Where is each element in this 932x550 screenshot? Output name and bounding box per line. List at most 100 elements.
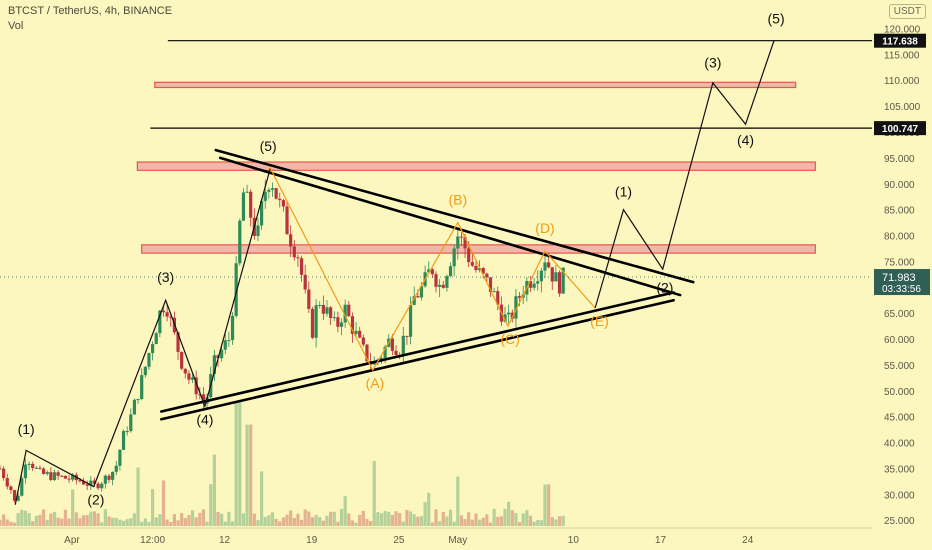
volume-bar-150: [543, 484, 547, 526]
currency-button[interactable]: USDT: [888, 4, 926, 19]
candle-body-16: [56, 472, 60, 476]
candle-body-1: [2, 468, 6, 479]
volume-bar-45: [161, 480, 166, 526]
volume-bar-55: [198, 512, 202, 526]
candle-body-90: [325, 307, 329, 314]
candle-body-54: [194, 377, 198, 395]
volume-bar-108: [390, 515, 394, 526]
x-tick-label-3: 19: [306, 535, 318, 546]
candle-body-149: [539, 270, 543, 282]
symbol-line: BTCST / TetherUS, 4h, BINANCE: [8, 5, 173, 17]
volume-bar-41: [147, 521, 151, 526]
candle-body-3: [9, 486, 13, 491]
candle-body-73: [263, 191, 267, 201]
volume-bar-100: [361, 510, 365, 526]
volume-bar-42: [151, 489, 155, 526]
wave-label-5: (5): [260, 138, 277, 154]
volume-bar-56: [201, 509, 206, 526]
volume-bar-130: [470, 519, 474, 526]
volume-bar-79: [285, 514, 289, 526]
y-tick-label-17: 110.000: [884, 76, 920, 87]
volume-bar-70: [252, 513, 256, 526]
candle-body-5: [16, 495, 20, 501]
volume-bar-14: [49, 513, 53, 526]
volume-bar-20: [71, 489, 75, 526]
x-tick-label-2: 12: [219, 535, 231, 546]
volume-bar-134: [485, 514, 489, 526]
volume-bar-34: [121, 520, 126, 526]
volume-bar-95: [343, 496, 347, 526]
wave-correction-line: [269, 167, 596, 372]
wave-label-8: (C): [500, 331, 519, 347]
candle-body-43: [154, 333, 158, 345]
volume-bar-121: [438, 521, 442, 526]
y-tick-label-8: 65.000: [884, 309, 915, 320]
wave-label-1: (1): [18, 421, 35, 437]
candle-body-134: [485, 273, 489, 278]
x-tick-label-1: 12:00: [140, 535, 165, 546]
volume-bar-28: [100, 522, 104, 526]
time-axis[interactable]: Apr 12:00 12 19 25 May 10 17 24: [0, 527, 872, 546]
volume-bar-69: [249, 424, 253, 526]
candle-body-91: [329, 307, 333, 318]
wave-label-7: (B): [448, 191, 467, 207]
elliott-waves: [14, 40, 775, 505]
candle-body-151: [547, 262, 551, 268]
volume-bar-61: [220, 513, 224, 526]
volume-bar-89: [321, 520, 325, 526]
volume-bar-48: [172, 514, 176, 526]
volume-bar-139: [503, 508, 507, 526]
candle-body-143: [517, 296, 522, 298]
candle-body-84: [303, 274, 307, 290]
candle-body-100: [361, 337, 365, 345]
volume-bar-80: [289, 510, 293, 526]
candle-body-22: [78, 480, 82, 482]
volume-bar-10: [34, 515, 38, 526]
volume-bar-151: [547, 484, 551, 526]
level-price-label-2: 100.747: [882, 124, 919, 135]
candle-body-51: [183, 368, 187, 374]
candle-body-122: [441, 284, 445, 288]
volume-bar-129: [467, 512, 471, 526]
wave-label-12: (2): [656, 279, 673, 295]
volume-bar-36: [129, 518, 133, 526]
volume-bar-138: [499, 516, 503, 526]
volume-bar-106: [383, 511, 387, 526]
price-axis[interactable]: 25.000 30.000 35.000 40.000 45.000 50.000 55.0…: [874, 24, 930, 527]
volume-bar-53: [190, 510, 195, 526]
x-tick-label-6: 10: [568, 535, 580, 546]
candlesticks: [0, 179, 565, 503]
candle-body-13: [45, 472, 49, 474]
candle-body-33: [118, 449, 122, 466]
volume-bar-109: [394, 511, 398, 526]
candle-body-148: [536, 281, 540, 284]
wave-label-9: (D): [535, 220, 554, 236]
candle-body-39: [140, 375, 144, 400]
candle-body-118: [427, 269, 431, 273]
candle-body-115: [416, 296, 420, 298]
candle-body-135: [488, 277, 493, 292]
volume-bar-119: [430, 522, 434, 526]
volume-bar-33: [118, 519, 122, 526]
volume-bar-97: [350, 520, 355, 526]
volume-bar-59: [212, 454, 216, 526]
volume-bar-27: [96, 513, 100, 526]
volume-bar-149: [539, 520, 543, 526]
volume-bar-142: [514, 513, 518, 526]
candle-body-105: [379, 357, 384, 360]
candle-body-14: [49, 472, 53, 481]
candle-body-88: [318, 304, 322, 306]
volume-bar-83: [299, 519, 304, 526]
volume-bar-19: [67, 518, 71, 526]
y-tick-label-0: 25.000: [884, 516, 915, 527]
volume-bar-128: [463, 519, 467, 526]
volume-bar-146: [528, 515, 533, 526]
candle-body-80: [289, 234, 293, 247]
candle-body-133: [481, 268, 485, 274]
candle-body-82: [296, 257, 300, 259]
candle-body-128: [463, 237, 467, 249]
volume-bar-47: [169, 522, 173, 526]
volume-bar-77: [278, 521, 282, 526]
candle-body-120: [434, 274, 438, 287]
